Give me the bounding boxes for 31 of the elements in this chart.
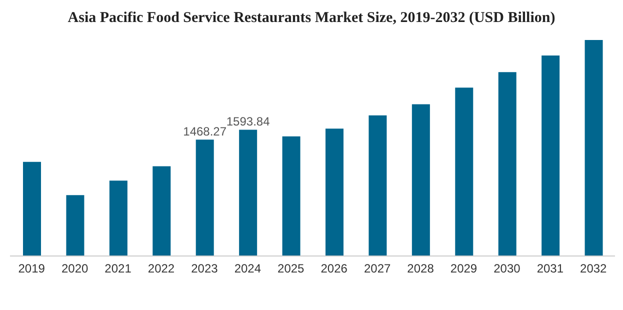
x-tick-label: 2019 <box>18 262 46 276</box>
x-tick-label: 2028 <box>407 262 434 276</box>
bar <box>326 128 344 256</box>
bar <box>66 195 84 256</box>
x-tick-label: 2027 <box>364 262 391 276</box>
bar <box>152 166 171 256</box>
bar <box>542 56 560 256</box>
x-tick-label: 2024 <box>234 262 262 276</box>
bar <box>498 72 516 256</box>
x-tick-label: 2032 <box>580 262 608 276</box>
x-tick-label: 2031 <box>536 262 564 276</box>
x-tick-label: 2023 <box>191 262 218 276</box>
x-tick-label: 2025 <box>278 262 305 276</box>
bar <box>412 104 430 256</box>
data-label: 1593.84 <box>226 114 270 129</box>
data-label: 1468.27 <box>183 124 227 139</box>
x-tick-label: 2029 <box>450 262 478 276</box>
x-tick-label: 2021 <box>104 262 132 276</box>
bar <box>196 140 214 256</box>
x-tick-label: 2022 <box>148 262 175 276</box>
bar <box>455 88 474 256</box>
bar <box>584 40 603 256</box>
x-tick-label: 2020 <box>61 262 88 276</box>
x-tick-label: 2026 <box>320 262 348 276</box>
bar <box>239 130 258 256</box>
bar <box>109 180 128 256</box>
chart-title: Asia Pacific Food Service Restaurants Market Size, 2019-2032 (USD Billion) <box>66 10 556 27</box>
bar <box>368 115 387 256</box>
bar <box>282 136 300 256</box>
x-tick-label: 2030 <box>494 262 521 276</box>
bar <box>23 162 41 256</box>
